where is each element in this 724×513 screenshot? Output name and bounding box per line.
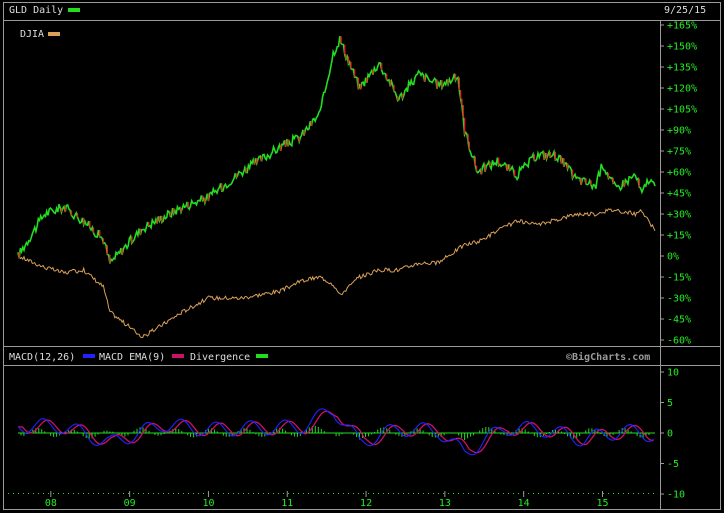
divergence-legend-swatch xyxy=(256,354,268,358)
upper-y-tick-label: +15% xyxy=(667,231,691,242)
upper-y-tick-label: +60% xyxy=(667,168,691,179)
lower-y-axis: 10 5 0 -5 -10 xyxy=(660,368,685,501)
djia-legend-label: DJIA xyxy=(20,29,44,40)
upper-y-tick-label: -45% xyxy=(667,315,691,326)
ema-legend-swatch xyxy=(172,354,184,358)
upper-y-tick-label: -15% xyxy=(667,273,691,284)
x-tick-label: 13 xyxy=(439,498,451,509)
gld-line xyxy=(17,36,656,264)
upper-y-tick-label: 0% xyxy=(667,252,679,263)
upper-y-tick-label: -30% xyxy=(667,294,691,305)
lower-y-tick-label: -10 xyxy=(667,490,685,501)
macd-panel xyxy=(8,408,655,494)
symbol-label: GLD Daily xyxy=(9,5,63,16)
x-tick-label: 10 xyxy=(202,498,214,509)
upper-y-axis: +165% +150% +135% +120% +105% +90% +75% +60% +45… xyxy=(660,21,697,347)
date-label: 9/25/15 xyxy=(664,5,706,16)
gld-legend-swatch xyxy=(68,8,80,12)
ema-legend-label: MACD EMA(9) xyxy=(99,352,165,363)
macd-legend-swatch xyxy=(83,354,95,358)
macd-legend-label: MACD(12,26) xyxy=(9,352,75,363)
x-tick-label: 11 xyxy=(281,498,293,509)
chart-frame xyxy=(3,2,721,510)
x-tick-label: 08 xyxy=(45,498,57,509)
upper-y-tick-label: +45% xyxy=(667,189,691,200)
x-tick-label: 09 xyxy=(124,498,136,509)
djia-line xyxy=(17,208,656,339)
price-panel xyxy=(17,36,656,339)
divergence-legend-label: Divergence xyxy=(190,352,250,363)
upper-y-tick-label: +150% xyxy=(667,42,697,53)
upper-y-tick-label: +165% xyxy=(667,21,697,32)
x-tick-label: 15 xyxy=(596,498,608,509)
djia-legend-swatch xyxy=(48,32,60,36)
x-tick-label: 14 xyxy=(518,498,530,509)
upper-y-tick-label: +135% xyxy=(667,63,697,74)
lower-y-tick-label: 0 xyxy=(667,429,673,440)
macd-line xyxy=(17,408,654,456)
upper-y-tick-label: +75% xyxy=(667,147,691,158)
macd-ema-line xyxy=(18,410,654,454)
watermark: ©BigCharts.com xyxy=(566,351,650,363)
upper-y-tick-label: -60% xyxy=(667,336,691,347)
upper-y-tick-label: +120% xyxy=(667,84,697,95)
lower-y-tick-label: -5 xyxy=(667,459,679,470)
upper-y-tick-label: +90% xyxy=(667,126,691,137)
x-tick-label: 12 xyxy=(360,498,372,509)
outer-border xyxy=(3,2,721,510)
upper-y-tick-label: +105% xyxy=(667,105,697,116)
chart-labels: GLD Daily 9/25/15 DJIA MACD(12,26) MACD … xyxy=(9,5,706,363)
lower-y-tick-label: 10 xyxy=(667,368,679,379)
lower-y-tick-label: 5 xyxy=(667,398,673,409)
upper-y-tick-label: +30% xyxy=(667,210,691,221)
x-axis: 08 09 10 11 12 13 14 15 xyxy=(45,491,609,509)
